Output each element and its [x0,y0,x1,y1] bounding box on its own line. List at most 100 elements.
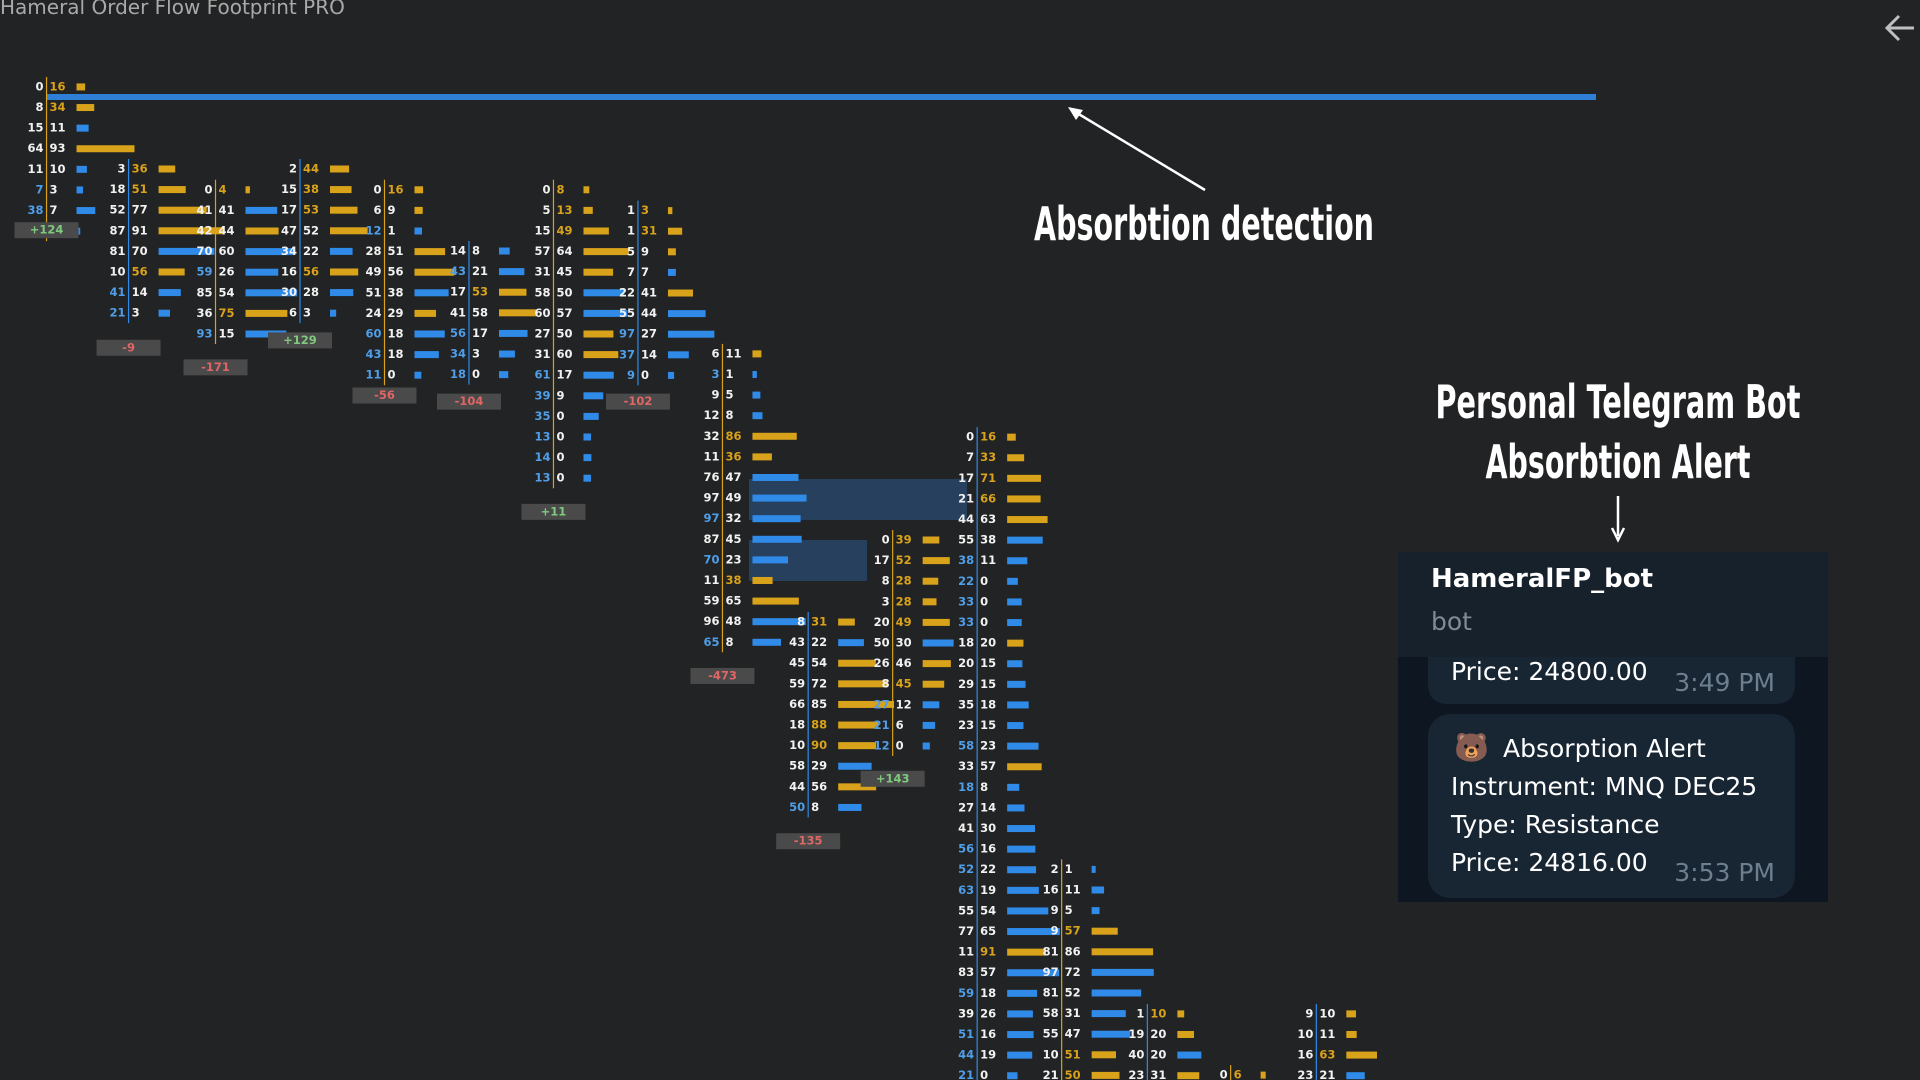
volume-bar [414,268,455,276]
bid-volume: 56 [450,326,466,340]
bid-volume: 81 [1043,944,1059,958]
ask-volume: 6 [1234,1068,1242,1080]
delta-box [436,393,501,410]
bid-volume: 96 [703,614,719,628]
bid-volume: 10 [789,738,805,752]
bid-volume: 7 [36,182,44,196]
bid-volume: 42 [196,223,212,237]
volume-bar [838,803,862,811]
delta-value: +143 [876,771,910,785]
ask-volume: 4 [219,182,227,196]
ask-volume: 18 [980,986,996,1000]
ask-volume: 11 [1319,1027,1335,1041]
bid-volume: 0 [204,182,212,196]
bid-volume: 11 [365,368,381,382]
volume-bar [158,268,185,276]
volume-bar [1007,1072,1018,1080]
bid-volume: 21 [1043,1068,1059,1080]
bid-volume: 16 [281,264,297,278]
bid-volume: 9 [1051,924,1059,938]
bid-volume: 35 [958,697,974,711]
bid-volume: 17 [450,285,466,299]
bid-volume: 37 [619,347,635,361]
volume-bar [245,330,287,338]
bid-volume: 66 [789,697,805,711]
ask-volume: 31 [811,615,827,629]
bid-volume: 41 [450,305,466,319]
volume-bar [922,742,930,750]
bot-name[interactable]: HameralFP_bot [1431,564,1653,594]
ask-volume: 0 [472,367,480,381]
bid-volume: 33 [958,594,974,608]
volume-bar [583,206,593,214]
ask-volume: 14 [980,800,996,814]
ask-volume: 54 [980,903,996,917]
ask-volume: 10 [1319,1006,1335,1020]
bid-volume: 19 [1128,1027,1144,1041]
ask-volume: 60 [219,244,235,258]
volume-bar [1091,907,1100,915]
volume-bar [498,288,527,296]
bid-volume: 30 [281,285,297,299]
bid-volume: 5 [542,203,550,217]
ask-volume: 15 [980,677,996,691]
bid-volume: 5 [627,244,635,258]
ask-volume: 29 [387,306,403,320]
volume-bar [922,536,940,544]
volume-bar [1007,783,1020,791]
ask-volume: 7 [641,265,649,279]
bid-volume: 23 [958,718,974,732]
volume-bar [838,783,877,791]
ask-volume: 22 [811,635,827,649]
bid-volume: 0 [966,430,974,444]
volume-bar [1007,474,1041,482]
annotation-arrow-head [1610,527,1626,543]
ask-volume: 7 [50,203,58,217]
volume-bar [76,207,96,215]
volume-bar [1007,866,1037,874]
delta-value: -9 [122,340,135,354]
bid-volume: 59 [958,986,974,1000]
message-line: Type: Resistance [1450,810,1660,839]
volume-bar [752,494,807,502]
bid-volume: 35 [534,409,550,423]
volume-bar [414,248,446,256]
message-line: Price: 24816.00 [1451,848,1648,877]
volume-bar [1091,989,1142,997]
back-arrow[interactable] [1884,14,1914,42]
ask-volume: 47 [725,470,741,484]
bid-volume: 33 [958,615,974,629]
bid-volume: 17 [281,203,297,217]
bid-volume: 47 [281,223,297,237]
bid-volume: 31 [534,265,550,279]
volume-bar [1091,948,1154,956]
bid-volume: 16 [1297,1048,1313,1062]
ask-volume: 0 [556,471,564,485]
volume-bar [245,186,250,194]
ask-volume: 18 [387,326,403,340]
bid-volume: 97 [703,491,719,505]
ask-volume: 60 [556,347,572,361]
ask-volume: 86 [1065,944,1081,958]
ask-volume: 8 [811,800,819,814]
volume-bar [1091,886,1105,894]
bid-volume: 21 [958,1068,974,1080]
volume-bar [1007,639,1024,647]
volume-bar [245,227,279,235]
bid-volume: 0 [36,79,44,93]
ask-volume: 10 [1150,1006,1166,1020]
volume-bar [752,432,797,440]
ask-volume: 57 [1065,924,1081,938]
ask-volume: 8 [472,244,480,258]
volume-bar [838,659,876,667]
ask-volume: 3 [50,182,58,196]
ask-volume: 72 [1065,965,1081,979]
ask-volume: 50 [1065,1068,1081,1080]
bid-volume: 27 [958,800,974,814]
bid-volume: 8 [797,615,805,629]
annotation-arrow-head [1068,107,1083,120]
ask-volume: 30 [980,821,996,835]
bid-volume: 16 [1043,882,1059,896]
